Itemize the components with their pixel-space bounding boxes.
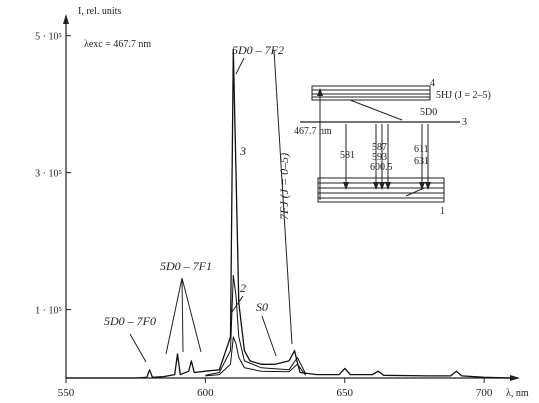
curve-label-3: 3 [239,144,246,158]
pointer-2 [231,295,244,313]
series-line-1 [205,336,307,377]
emission-arrow-head [373,182,379,190]
x-axis-arrow [510,375,520,381]
level-5hj-label: 5HJ (J = 2–5) [436,90,491,101]
x-tick-label: 700 [476,387,493,399]
x-tick-label: 600 [197,387,214,399]
energy-level-inset: 4 5HJ (J = 2–5) 5D0 3 1 467.7 nm 581 [294,78,491,217]
emission-arrow-head [343,182,349,190]
annotation-5d0-7f0: 5D0 – 7F0 [104,314,156,328]
arrow-label-611: 611 [414,144,429,155]
ground-relaxation-arrow [405,187,425,197]
y-tick-label: 5 · 10⁵ [35,32,62,43]
series-line-3 [66,48,513,379]
x-tick-label: 650 [337,387,354,399]
annotations: 5D0 – 7F2 5D0 – 7F1 5D0 – 7F0 7FJ (J = 0… [104,43,293,363]
band-5hj [311,85,431,101]
pointer-7f2-right [273,49,293,345]
spectrum-series [66,48,513,379]
excitation-label: λexc = 467.7 nm [84,39,151,50]
emission-arrow-head [425,182,431,190]
annotation-7fj: 7FJ (J = 0–5) [277,153,291,220]
emission-arrow-head [419,182,425,190]
y-tick-label: 3 · 10⁵ [35,169,62,180]
annotation-5d0-7f2: 5D0 – 7F2 [232,43,284,57]
relaxation-arrow [349,99,403,121]
series-line-2 [205,274,307,376]
annotation-5d0-7f1: 5D0 – 7F1 [160,259,212,273]
level-number-1: 1 [440,206,445,217]
arrow-label-581: 581 [340,150,355,161]
excitation-arrow-head [317,88,323,96]
x-tick-label: 550 [58,387,75,399]
pointer-s0 [261,315,277,357]
y-ticks: 1 · 10⁵ 3 · 10⁵ 5 · 10⁵ [35,32,71,317]
pointer-7f1-c [181,277,202,353]
pointer-7f1-a [165,277,183,355]
arrow-label-631: 631 [414,156,429,167]
x-ticks: 550 600 650 700 [58,378,493,399]
pointer-7f1-b [181,277,184,353]
level-5d0-label: 5D0 [420,107,437,118]
y-axis-arrow [63,14,69,24]
emission-arrow-head [385,182,391,190]
y-axis-label: I, rel. units [78,6,121,17]
annotation-s0: S0 [256,300,268,314]
level-number-4: 4 [430,78,435,89]
pointer-7f0 [129,333,147,363]
arrow-label-593: 593 [372,152,387,163]
band-7fj [317,177,445,203]
pointer-7f2-left [235,57,245,75]
level-number-3: 3 [462,117,467,128]
arrow-label-587: 587 [372,142,387,153]
x-axis-label: λ, nm [506,388,529,399]
curve-label-2: 2 [240,281,246,295]
arrow-label-467: 467.7 nm [294,126,332,137]
arrow-label-600: 600.5 [370,162,393,173]
emission-arrow-head [379,182,385,190]
y-tick-label: 1 · 10⁵ [35,306,62,317]
